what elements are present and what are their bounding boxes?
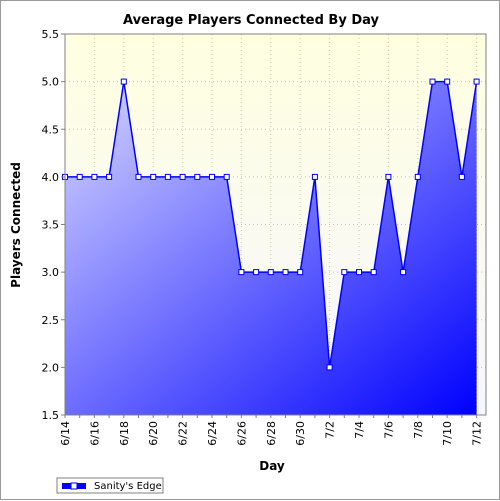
x-tick-label: 7/12: [471, 421, 484, 446]
data-point: [414, 173, 421, 180]
x-axis: 6/14 6/16 6/18 6/20 6/22 6/24 6/26 6/28 6/30 7/2 7…: [59, 415, 484, 446]
y-tick-label: 5.0: [42, 76, 60, 89]
data-point: [253, 269, 260, 276]
data-point: [429, 78, 436, 85]
data-point: [150, 173, 157, 180]
x-tick-label: 7/8: [412, 421, 425, 439]
y-tick-label: 2.5: [42, 314, 60, 327]
x-tick-label: 7/6: [382, 421, 395, 439]
data-point: [267, 269, 274, 276]
x-tick-label: 6/22: [177, 421, 190, 446]
legend: Sanity's Edge: [56, 477, 164, 494]
data-point: [311, 173, 318, 180]
legend-label: Sanity's Edge: [94, 481, 162, 492]
data-point: [385, 173, 392, 180]
y-tick-label: 4.5: [42, 123, 60, 136]
data-point: [238, 269, 245, 276]
data-point: [341, 269, 348, 276]
x-tick-label: 7/4: [353, 421, 366, 439]
chart-title: Average Players Connected By Day: [123, 13, 379, 28]
y-axis: 1.5 2.0 2.5 3.0 3.5 4.0 4.5 5.0 5.5: [42, 28, 65, 422]
data-point: [282, 269, 289, 276]
data-point: [297, 269, 304, 276]
y-axis-title: Players Connected: [9, 162, 23, 288]
data-point: [326, 364, 333, 371]
legend-marker: [70, 482, 78, 490]
data-point: [458, 173, 465, 180]
y-tick-label: 3.0: [42, 266, 60, 279]
y-tick-label: 5.5: [42, 28, 60, 41]
y-tick-label: 2.0: [42, 361, 60, 374]
series-area: [65, 81, 477, 415]
x-tick-label: 6/28: [265, 421, 278, 446]
y-tick-label: 3.5: [42, 219, 60, 232]
data-point: [223, 173, 230, 180]
x-tick-label: 7/2: [324, 421, 337, 439]
x-tick-label: 6/14: [59, 421, 72, 446]
x-axis-title: Day: [259, 459, 285, 473]
x-tick-label: 6/30: [294, 421, 307, 446]
x-tick-label: 6/24: [206, 421, 219, 446]
x-tick-label: 6/26: [235, 421, 248, 446]
data-point: [194, 173, 201, 180]
legend-box: [56, 477, 164, 494]
y-tick-label: 1.5: [42, 409, 60, 422]
data-point: [76, 173, 83, 180]
data-point: [400, 269, 407, 276]
data-point: [209, 173, 215, 180]
data-point: [106, 173, 113, 180]
data-point: [179, 173, 186, 180]
data-point: [444, 78, 451, 85]
x-tick-label: 6/20: [147, 421, 160, 446]
data-point: [370, 269, 377, 276]
data-point: [91, 173, 98, 180]
data-point: [135, 173, 142, 180]
x-tick-label: 7/10: [441, 421, 454, 446]
y-tick-label: 4.0: [42, 171, 60, 184]
data-point: [164, 173, 171, 180]
data-point: [473, 78, 480, 85]
x-tick-label: 6/18: [118, 421, 131, 446]
data-point: [120, 78, 127, 85]
data-point: [356, 269, 362, 276]
x-tick-label: 6/16: [88, 421, 101, 446]
